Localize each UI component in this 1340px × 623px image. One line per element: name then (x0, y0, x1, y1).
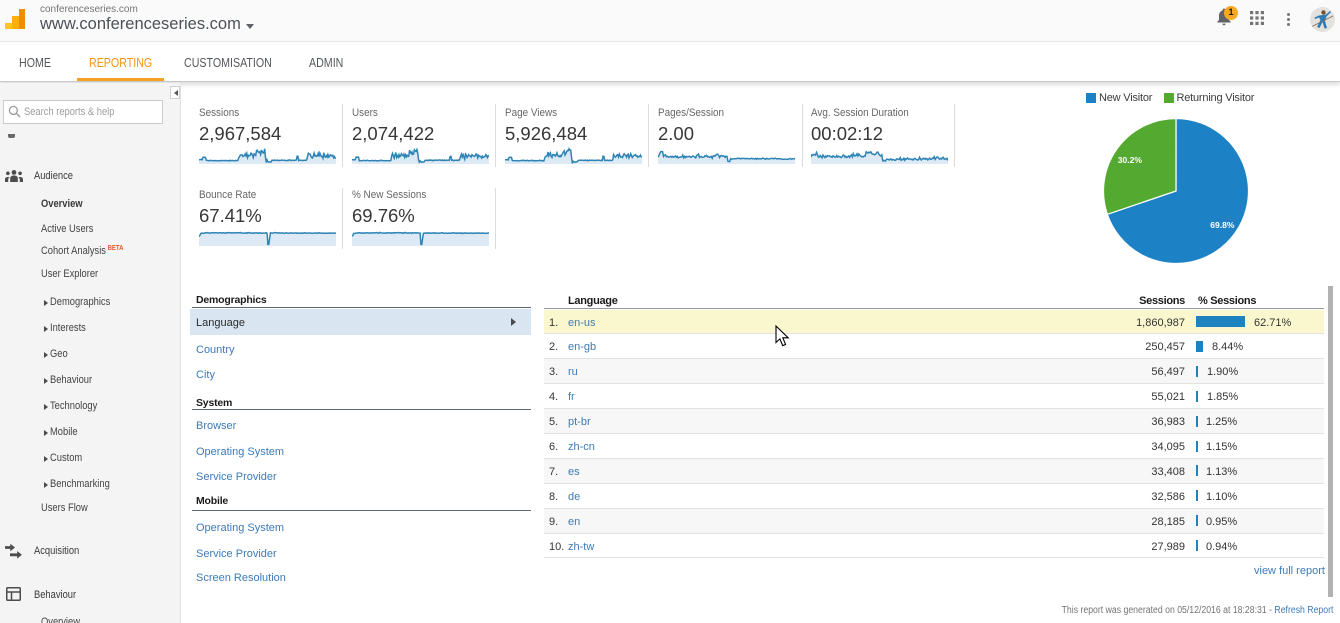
svg-text:30.2%: 30.2% (1118, 155, 1143, 165)
svg-text:69.8%: 69.8% (1210, 220, 1235, 230)
